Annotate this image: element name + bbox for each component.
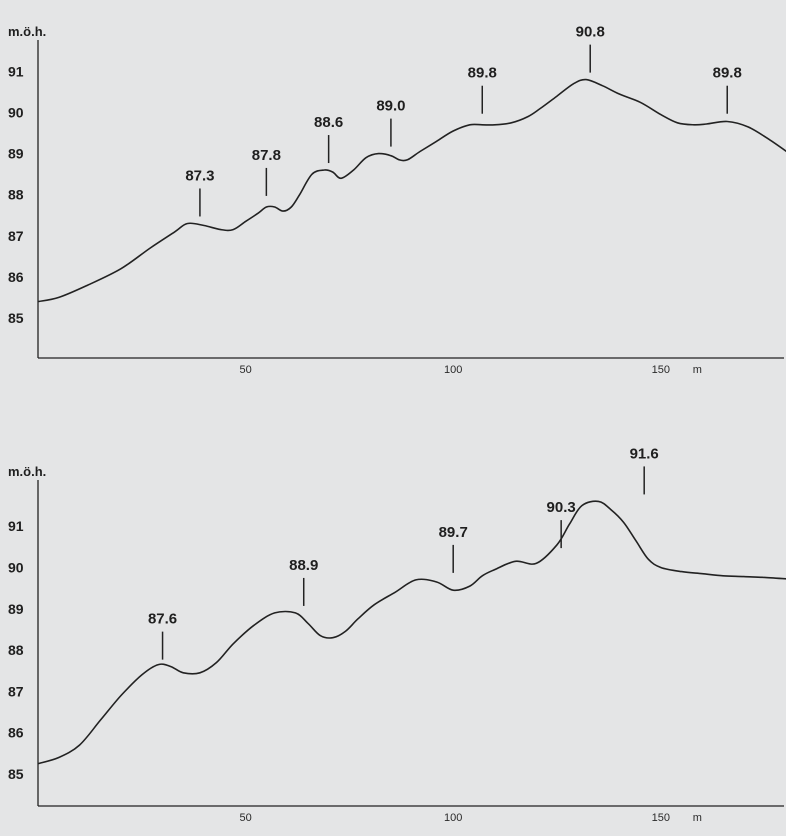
x-tick-label: 150 — [652, 364, 670, 376]
peak-elevation-label: 87.3 — [185, 167, 214, 184]
x-tick-label: 100 — [444, 364, 462, 376]
peak-elevation-label: 89.0 — [376, 98, 405, 115]
y-tick-label: 86 — [8, 269, 24, 285]
y-tick-label: 90 — [8, 105, 24, 121]
x-tick-label: 100 — [444, 812, 462, 824]
y-tick-label: 88 — [8, 642, 24, 658]
y-tick-label: 87 — [8, 683, 24, 699]
peak-elevation-label: 87.8 — [252, 147, 281, 164]
elevation-line — [37, 500, 786, 765]
peak-elevation-label: 91.6 — [630, 445, 659, 462]
y-axis-label: m.ö.h. — [8, 24, 46, 39]
elevation-line — [37, 78, 786, 303]
y-tick-label: 85 — [8, 766, 24, 782]
x-tick-label: 50 — [239, 364, 251, 376]
y-tick-label: 91 — [8, 518, 24, 534]
y-tick-label: 88 — [8, 187, 24, 203]
y-tick-label: 86 — [8, 725, 24, 741]
peak-elevation-label: 89.7 — [439, 524, 468, 541]
y-axis-label: m.ö.h. — [8, 464, 46, 479]
x-tick-label: 50 — [239, 812, 251, 824]
peak-elevation-label: 90.3 — [547, 499, 576, 516]
peak-elevation-label: 87.6 — [148, 611, 177, 628]
x-axis-unit: m — [693, 364, 702, 376]
y-tick-label: 85 — [8, 310, 24, 326]
y-tick-label: 90 — [8, 560, 24, 576]
y-tick-label: 87 — [8, 228, 24, 244]
peak-elevation-label: 90.8 — [576, 24, 605, 41]
chart-2: m.ö.h. 85 86 87 88 89 90 91 50 100 150 m 87.6 88.9 89.… — [8, 445, 786, 824]
peak-elevation-label: 88.6 — [314, 114, 343, 131]
peak-elevation-label: 88.9 — [289, 557, 318, 574]
y-tick-label: 89 — [8, 601, 24, 617]
y-tick-label: 89 — [8, 146, 24, 162]
y-tick-label: 91 — [8, 63, 24, 79]
peak-elevation-label: 89.8 — [713, 65, 742, 82]
x-tick-label: 150 — [652, 812, 670, 824]
x-axis-unit: m — [693, 812, 702, 824]
chart-1: m.ö.h. 85 86 87 88 89 90 91 50 100 150 m 87.3 87.8 88.… — [8, 24, 786, 376]
peak-elevation-label: 89.8 — [468, 65, 497, 82]
